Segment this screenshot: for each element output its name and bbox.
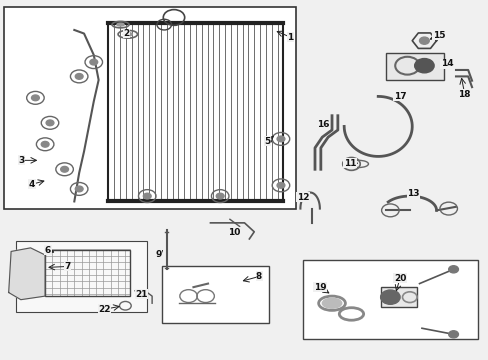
Bar: [108, 23, 283, 202]
Text: 15: 15: [432, 31, 445, 40]
Text: 5: 5: [264, 137, 270, 146]
Circle shape: [277, 136, 285, 142]
Circle shape: [216, 193, 224, 199]
Text: 16: 16: [316, 120, 329, 129]
Text: 6: 6: [45, 246, 51, 255]
Circle shape: [448, 331, 458, 338]
Text: 21: 21: [135, 290, 147, 299]
Text: 9: 9: [155, 250, 162, 259]
Text: 14: 14: [440, 59, 453, 68]
Text: 19: 19: [313, 283, 325, 292]
Circle shape: [41, 141, 49, 147]
Bar: [302, 260, 477, 339]
Ellipse shape: [322, 298, 341, 308]
Circle shape: [414, 59, 433, 73]
Text: 18: 18: [458, 90, 470, 99]
Ellipse shape: [123, 32, 132, 36]
Text: 17: 17: [393, 91, 406, 100]
Text: 8: 8: [255, 272, 262, 281]
Circle shape: [448, 266, 458, 273]
Polygon shape: [9, 248, 45, 300]
Text: 11: 11: [343, 159, 356, 168]
Text: 4: 4: [29, 180, 35, 189]
Circle shape: [75, 186, 83, 192]
Circle shape: [61, 166, 68, 172]
Circle shape: [143, 193, 151, 199]
Circle shape: [277, 183, 285, 188]
Circle shape: [380, 290, 399, 304]
Circle shape: [419, 37, 428, 44]
Bar: [4, 7, 295, 208]
Bar: [380, 287, 416, 307]
Text: 13: 13: [407, 189, 419, 198]
Text: 12: 12: [296, 193, 308, 202]
Bar: [16, 241, 147, 312]
Bar: [162, 266, 268, 323]
Text: 10: 10: [227, 228, 240, 237]
Circle shape: [75, 73, 83, 79]
Text: 2: 2: [123, 29, 130, 38]
Text: 7: 7: [64, 262, 71, 271]
Bar: [45, 249, 130, 296]
Text: 22: 22: [98, 305, 110, 314]
Circle shape: [90, 59, 98, 65]
Bar: [385, 53, 443, 80]
Text: 1: 1: [286, 33, 293, 42]
Circle shape: [31, 95, 39, 101]
Circle shape: [46, 120, 54, 126]
Text: 20: 20: [393, 274, 406, 283]
Ellipse shape: [117, 23, 124, 26]
Text: 3: 3: [19, 156, 25, 165]
